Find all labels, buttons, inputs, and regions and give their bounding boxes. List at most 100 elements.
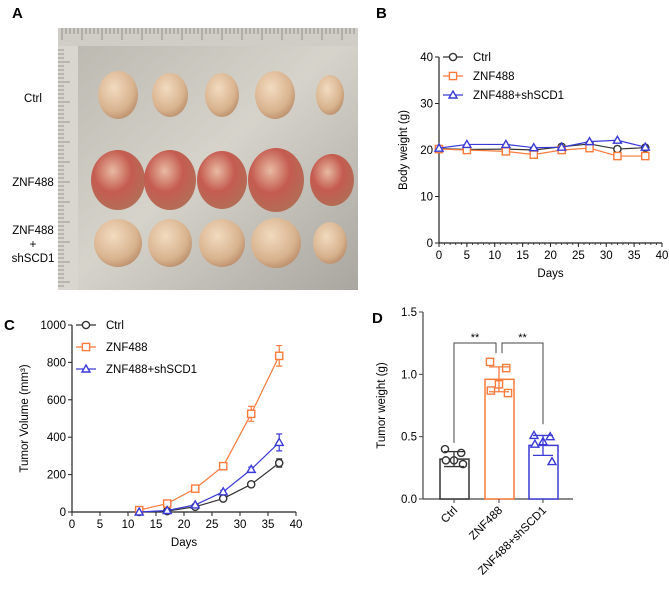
y-tick-label: 0 — [60, 507, 66, 519]
data-point — [613, 144, 622, 154]
data-point — [161, 505, 173, 515]
data-point — [273, 437, 285, 447]
y-tick-label: 0.0 — [401, 494, 417, 506]
data-point — [246, 480, 256, 489]
data-point — [456, 448, 466, 458]
data-point — [501, 147, 511, 156]
x-tick-label: 5 — [464, 250, 470, 262]
y-axis-label: Tumor weight (g) — [376, 362, 388, 449]
y-tick-label: 1.5 — [401, 307, 417, 319]
data-point — [274, 351, 284, 361]
data-point — [218, 461, 228, 471]
data-point — [613, 151, 622, 161]
panel-label-d: D — [372, 310, 383, 327]
x-tick-label: 35 — [628, 250, 641, 262]
y-tick-label: 1.0 — [401, 369, 417, 381]
data-point — [189, 499, 201, 509]
legend-marker — [448, 71, 458, 81]
significance-label: ** — [518, 332, 527, 344]
data-point — [246, 409, 256, 419]
x-tick-label: 0 — [69, 519, 75, 531]
data-point — [190, 484, 200, 493]
data-point — [501, 363, 511, 373]
legend-marker — [81, 342, 91, 352]
x-tick-label: ZNF488 — [467, 505, 505, 543]
data-point — [529, 150, 539, 159]
data-point — [486, 386, 496, 395]
series-line-Ctrl — [438, 143, 646, 151]
data-point — [274, 458, 284, 468]
y-axis-label: Tumor Volume (mm³) — [19, 364, 31, 472]
ruler-left — [58, 46, 78, 290]
data-point — [458, 459, 468, 469]
y-tick-label: 1000 — [40, 320, 66, 332]
bar-ZNF488 — [484, 378, 515, 500]
x-tick-label: 10 — [488, 250, 501, 262]
series-line-ZNF488 — [139, 355, 280, 511]
x-tick-label: 20 — [178, 519, 191, 531]
y-tick-label: 400 — [47, 432, 66, 444]
data-point — [585, 143, 594, 153]
tumor — [205, 73, 239, 117]
panel-label-c: C — [4, 317, 15, 334]
row-label: + — [30, 239, 37, 251]
series-line-ZNF488 — [438, 147, 646, 157]
x-axis-label: Days — [171, 537, 197, 549]
y-tick-label: 800 — [47, 357, 66, 369]
legend-marker — [80, 363, 92, 373]
x-tick-label: 30 — [600, 250, 613, 262]
data-point — [245, 463, 257, 474]
data-point — [485, 357, 495, 367]
row-label: ZNF488 — [12, 177, 54, 189]
data-point — [503, 388, 513, 398]
x-tick-label: 15 — [516, 250, 529, 262]
x-tick-label: 10 — [122, 519, 135, 531]
tumor — [251, 218, 301, 268]
data-point — [544, 431, 556, 441]
data-point — [640, 141, 651, 151]
x-tick-label: Ctrl — [439, 505, 460, 526]
tumor — [144, 150, 196, 210]
y-tick-label: 0.5 — [401, 432, 417, 444]
data-point — [217, 486, 229, 496]
legend-label: ZNF488 — [473, 71, 515, 83]
tumor-photo — [58, 28, 358, 290]
data-point — [612, 134, 623, 144]
data-point — [529, 438, 541, 448]
tumor — [98, 71, 138, 119]
data-point — [218, 494, 228, 503]
y-tick-label: 20 — [420, 145, 433, 157]
tumor — [199, 219, 245, 267]
data-point — [640, 151, 650, 161]
data-point — [556, 141, 567, 151]
data-point — [440, 444, 450, 454]
data-point — [528, 142, 539, 152]
legend-label: ZNF488+shSCD1 — [106, 364, 197, 376]
data-point — [546, 456, 558, 466]
legend-label: Ctrl — [106, 320, 124, 332]
series-line-ZNF488+shSCD1 — [139, 442, 280, 513]
error-bar — [533, 434, 553, 457]
significance-label: ** — [471, 332, 480, 344]
tumor — [197, 151, 247, 209]
significance-bracket — [453, 342, 497, 443]
legend-marker — [447, 89, 459, 99]
significance-bracket — [501, 342, 544, 425]
y-tick-label: 30 — [420, 99, 433, 111]
x-tick-label: 40 — [290, 519, 303, 531]
legend-marker — [81, 320, 91, 330]
tumor — [313, 222, 347, 264]
y-tick-label: 40 — [420, 52, 433, 64]
x-tick-label: 5 — [97, 519, 103, 531]
error-bar — [489, 366, 509, 393]
row-label: shSCD1 — [12, 253, 55, 265]
data-point — [133, 506, 145, 516]
x-tick-label: 0 — [436, 250, 442, 262]
tumor — [152, 73, 188, 117]
tumor — [310, 154, 354, 206]
legend-marker — [448, 52, 458, 62]
panel-label-b: B — [376, 5, 387, 22]
data-point — [461, 139, 473, 149]
x-tick-label: 30 — [234, 519, 247, 531]
